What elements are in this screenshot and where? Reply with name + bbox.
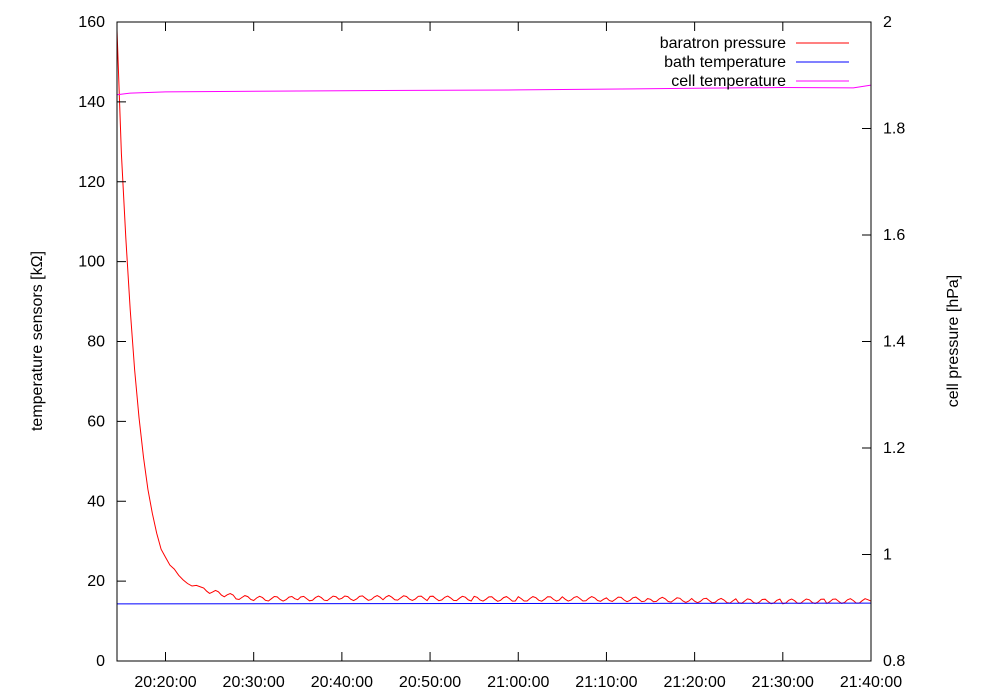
y-right-tick-label: 1.4 — [883, 334, 905, 351]
series-layer — [116, 29, 872, 605]
y-left-tick-label: 60 — [87, 413, 105, 430]
x-tick-label: 20:30:00 — [223, 674, 285, 691]
y-axis-title-right: cell pressure [hPa] — [945, 275, 962, 408]
legend-label: bath temperature — [664, 54, 786, 71]
y-right-tick-label: 2 — [883, 14, 892, 31]
ticks-layer: 0 20 40 60 80 100 120 140 160 0.8 1 1.2 1.4 1.6 1.8 2 20… — [78, 14, 905, 691]
y-right-tick-label: 1.8 — [883, 121, 905, 138]
y-left-tick-label: 0 — [96, 653, 105, 670]
bath-temperature-series-line — [116, 602, 872, 605]
legend-label: baratron pressure — [660, 35, 786, 52]
legend: baratron pressure bath temperature cell te… — [660, 35, 849, 90]
x-tick-label: 21:10:00 — [575, 674, 637, 691]
y-left-tick-label: 20 — [87, 573, 105, 590]
y-right-tick-label: 1 — [883, 547, 892, 564]
baratron-pressure-series-line — [116, 29, 872, 605]
y-left-tick-label: 160 — [78, 14, 105, 31]
y-right-tick-label: 1.2 — [883, 440, 905, 457]
y-left-tick-label: 140 — [78, 94, 105, 111]
y-right-tick-label: 1.6 — [883, 227, 905, 244]
x-tick-label: 20:20:00 — [134, 674, 196, 691]
y-left-tick-label: 100 — [78, 254, 105, 271]
y-left-tick-label: 80 — [87, 334, 105, 351]
x-tick-label: 21:20:00 — [663, 674, 725, 691]
x-tick-label: 21:00:00 — [487, 674, 549, 691]
y-left-tick-label: 40 — [87, 493, 105, 510]
x-tick-label: 21:30:00 — [752, 674, 814, 691]
cell-temperature-series-line — [116, 84, 872, 96]
legend-label: cell temperature — [671, 73, 786, 90]
x-tick-label: 21:40:00 — [840, 674, 902, 691]
x-tick-label: 20:50:00 — [399, 674, 461, 691]
y-right-tick-label: 0.8 — [883, 653, 905, 670]
y-axis-title-left: temperature sensors [kΩ] — [29, 251, 46, 431]
y-left-tick-label: 120 — [78, 174, 105, 191]
plot-frame — [116, 21, 872, 662]
x-tick-label: 20:40:00 — [311, 674, 373, 691]
